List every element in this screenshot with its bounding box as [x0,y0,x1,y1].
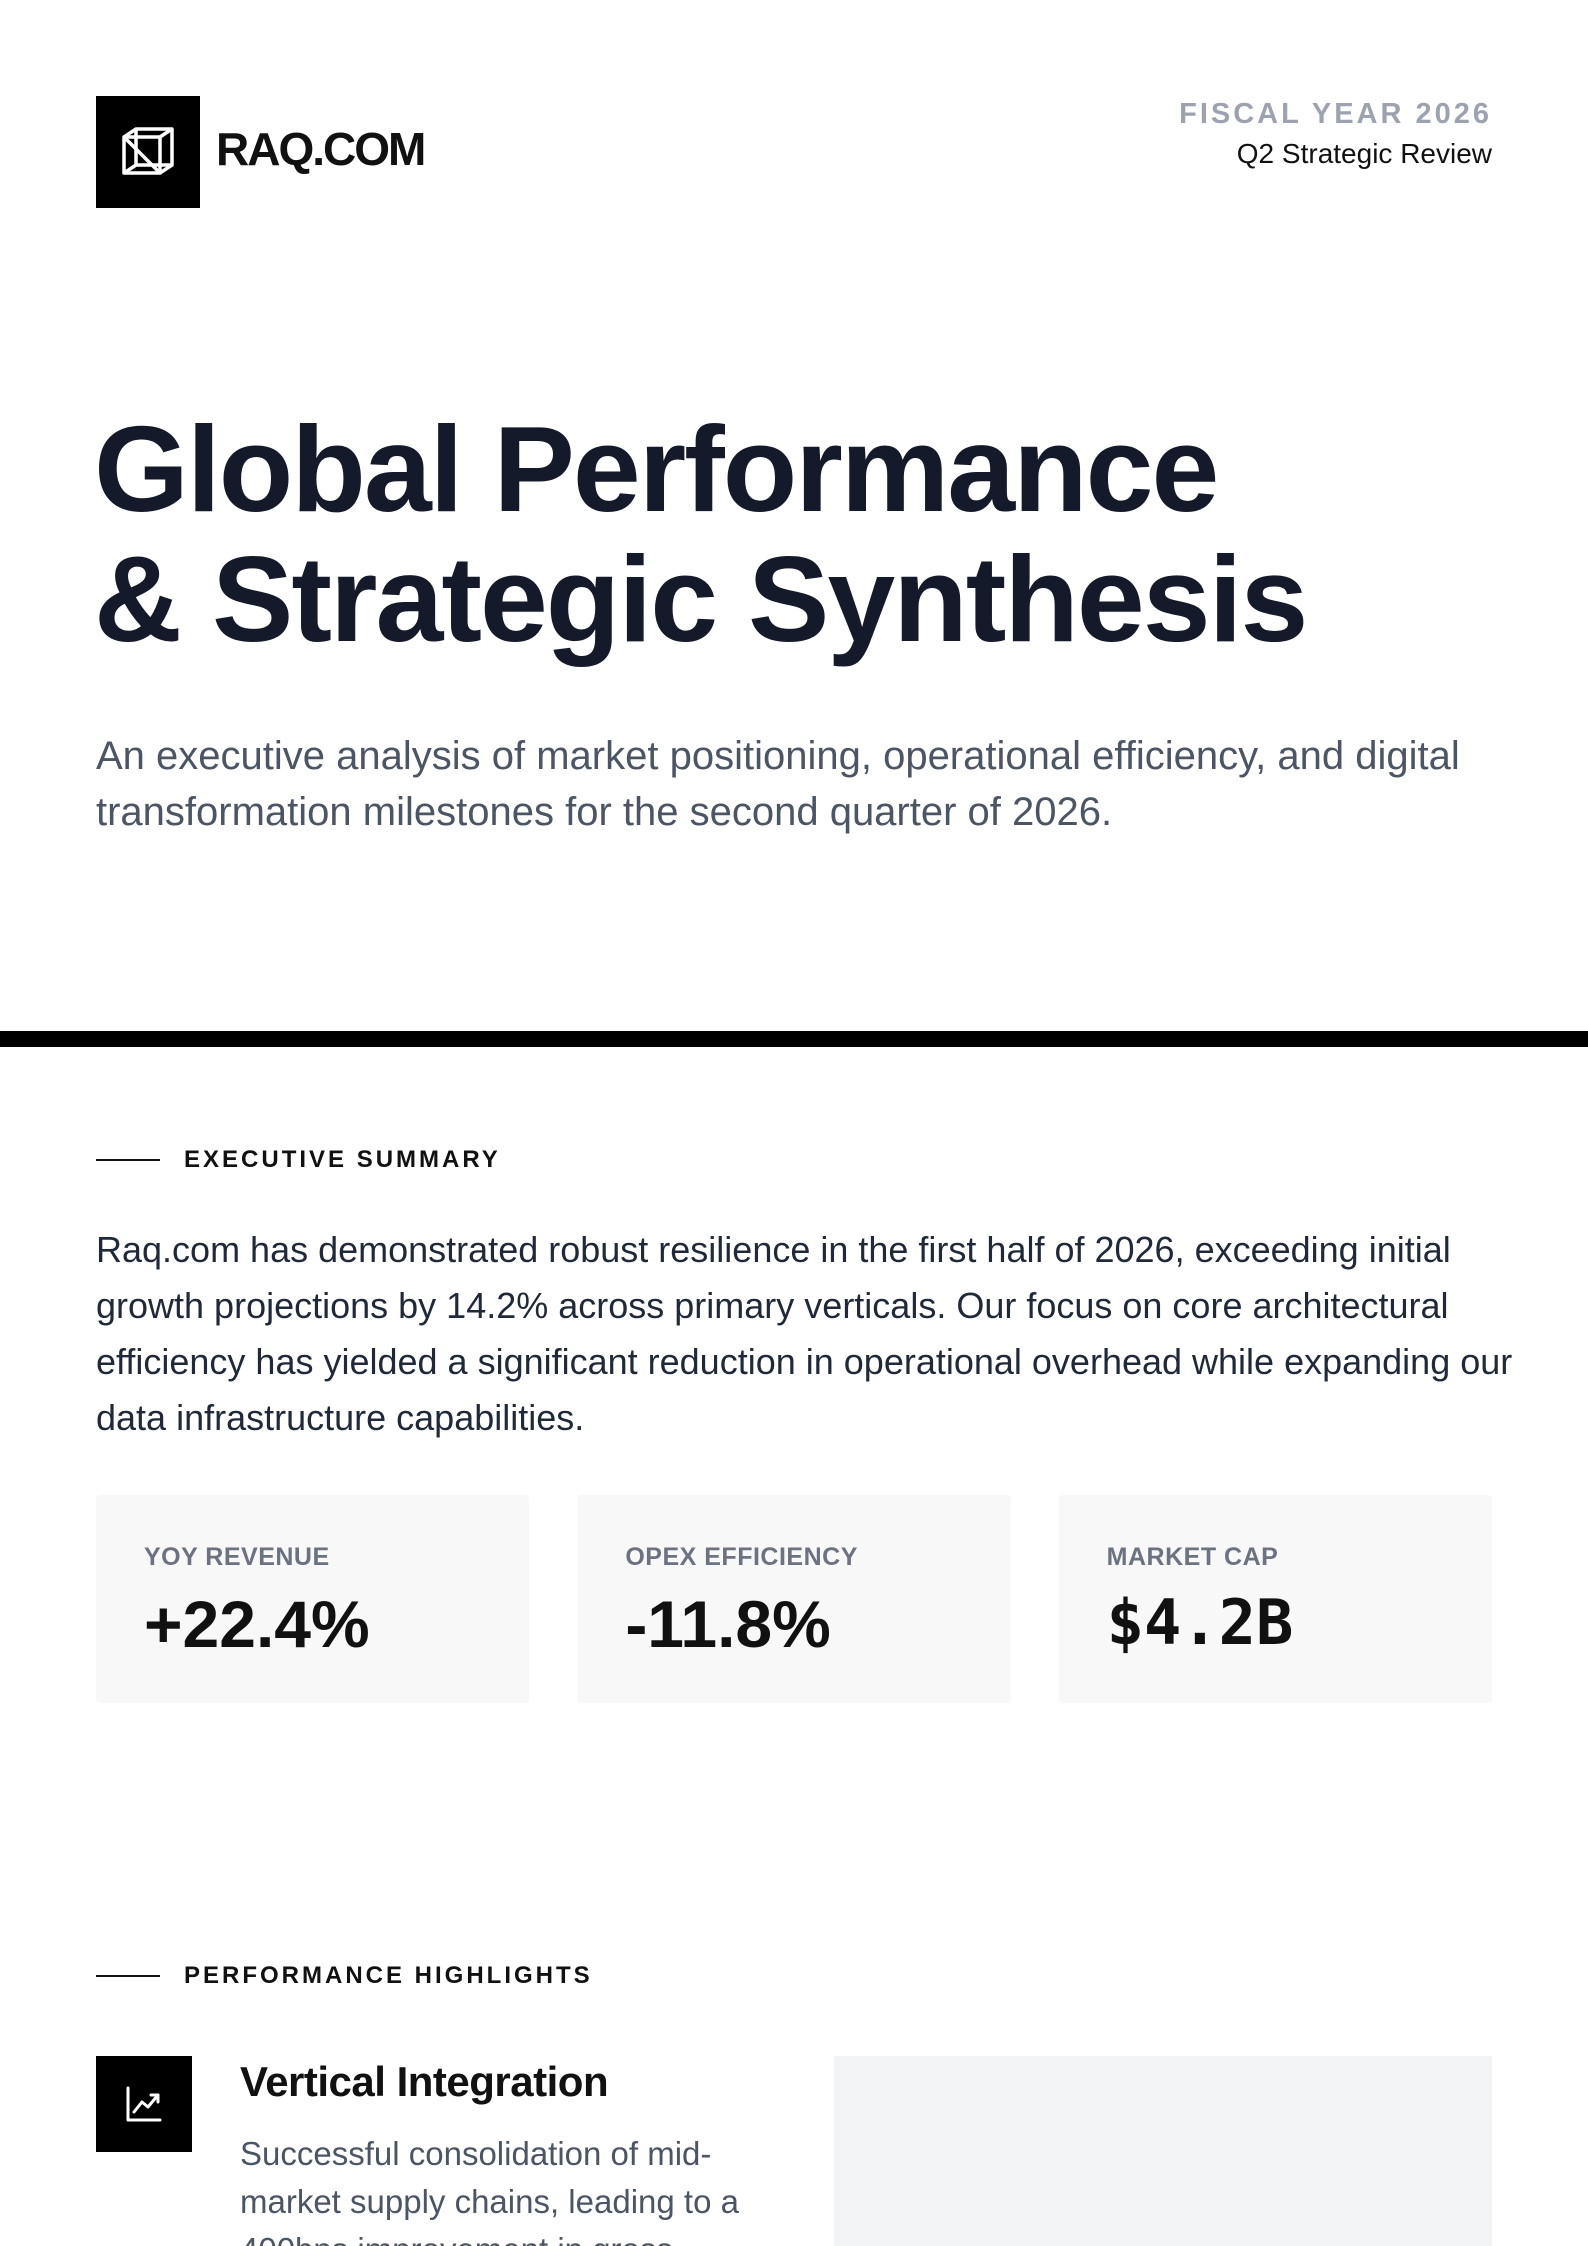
title-line-1: Global Performance [94,401,1219,537]
brand-name: RAQ.COM [216,123,426,175]
logo [96,96,200,208]
metric-card-opex: OPEX EFFICIENCY -11.8% [577,1495,1011,1703]
fiscal-year: FISCAL YEAR 2026 [1179,98,1492,130]
metric-label: MARKET CAP [1106,1543,1279,1571]
heading-dash [96,1975,160,1977]
executive-summary-label: EXECUTIVE SUMMARY [184,1146,501,1173]
executive-summary-text: Raq.com has demonstrated robust resilien… [96,1229,1513,1438]
highlight-icon-box [96,2056,192,2152]
metric-label: OPEX EFFICIENCY [625,1543,858,1571]
title-line-2: & Strategic Synthesis [94,531,1308,667]
trending-up-icon [126,2086,162,2122]
performance-label: PERFORMANCE HIGHLIGHTS [184,1962,593,1989]
page-title: Global Performance & Strategic Synthesis [94,404,1514,664]
metric-label: YOY REVENUE [144,1543,330,1571]
performance-heading: PERFORMANCE HIGHLIGHTS [96,1962,593,1990]
metric-value: $4.2B [1106,1586,1294,1659]
executive-summary-heading: EXECUTIVE SUMMARY [96,1146,501,1174]
highlight-image-placeholder [834,2056,1492,2246]
metrics-row: YOY REVENUE +22.4% OPEX EFFICIENCY -11.8… [96,1495,1492,1703]
metric-value: -11.8% [625,1587,831,1661]
cube-icon [122,127,174,175]
review-title: Q2 Strategic Review [1236,138,1492,169]
page-subtitle: An executive analysis of market position… [96,734,1460,834]
highlight-title: Vertical Integration [240,2058,609,2105]
metric-card-market-cap: MARKET CAP $4.2B [1058,1495,1492,1703]
metric-value: +22.4% [144,1587,370,1661]
metric-card-revenue: YOY REVENUE +22.4% [96,1495,530,1703]
highlight-text: Successful consolidation of mid-market s… [240,2135,739,2246]
section-divider [0,1031,1588,1047]
heading-dash [96,1159,160,1161]
